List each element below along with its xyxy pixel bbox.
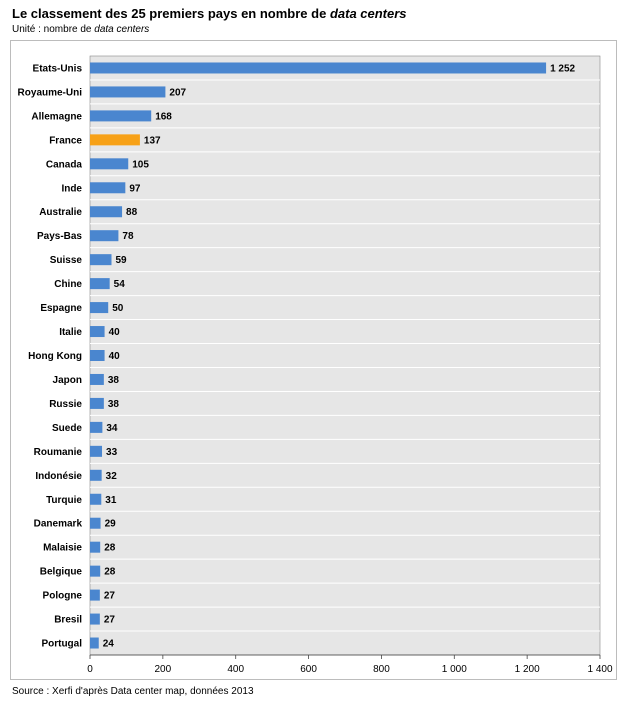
bar bbox=[90, 637, 99, 649]
bar bbox=[90, 373, 104, 385]
data-label: 88 bbox=[126, 207, 138, 218]
category-label: Suede bbox=[52, 423, 82, 434]
chart-subtitle: Unité : nombre de data centers bbox=[12, 24, 150, 35]
data-label: 168 bbox=[155, 111, 172, 122]
data-label: 59 bbox=[115, 255, 127, 266]
category-label: Russie bbox=[49, 399, 82, 410]
category-label: Japon bbox=[53, 375, 82, 386]
category-label: Portugal bbox=[41, 639, 82, 650]
category-label: Hong Kong bbox=[28, 351, 82, 362]
data-label: 38 bbox=[108, 399, 120, 410]
bar bbox=[90, 206, 123, 218]
x-tick-label: 1 000 bbox=[442, 664, 467, 675]
data-label: 32 bbox=[106, 471, 118, 482]
data-label: 137 bbox=[144, 135, 161, 146]
bar bbox=[90, 517, 101, 529]
category-label: Bresil bbox=[54, 615, 82, 626]
source-note: Source : Xerfi d'après Data center map, … bbox=[12, 686, 254, 697]
category-label: Canada bbox=[46, 159, 83, 170]
bar bbox=[90, 493, 102, 505]
bar bbox=[90, 158, 129, 170]
data-label: 27 bbox=[104, 591, 116, 602]
bar bbox=[90, 134, 140, 146]
plot-area bbox=[89, 55, 601, 656]
category-label: Espagne bbox=[40, 303, 82, 314]
bar bbox=[90, 110, 152, 122]
data-label: 38 bbox=[108, 375, 120, 386]
bar bbox=[90, 445, 103, 457]
category-label: Belgique bbox=[40, 567, 83, 578]
bar bbox=[90, 565, 101, 577]
data-label: 78 bbox=[122, 231, 134, 242]
category-label: Indonésie bbox=[35, 471, 82, 482]
x-tick-label: 1 200 bbox=[515, 664, 540, 675]
x-tick-label: 0 bbox=[87, 664, 93, 675]
data-label: 105 bbox=[132, 159, 149, 170]
data-label: 24 bbox=[103, 639, 115, 650]
category-label: Pologne bbox=[43, 591, 83, 602]
category-label: Italie bbox=[59, 327, 82, 338]
x-tick-label: 400 bbox=[227, 664, 244, 675]
bar bbox=[90, 589, 100, 601]
category-label: Roumanie bbox=[34, 447, 83, 458]
bar bbox=[90, 421, 103, 433]
category-label: Chine bbox=[54, 279, 82, 290]
x-tick-label: 200 bbox=[155, 664, 172, 675]
category-label: Pays-Bas bbox=[37, 231, 82, 242]
bar bbox=[90, 613, 100, 625]
data-label: 50 bbox=[112, 303, 124, 314]
bar bbox=[90, 278, 110, 290]
x-tick-label: 800 bbox=[373, 664, 390, 675]
bar bbox=[90, 230, 119, 242]
bar bbox=[90, 182, 126, 194]
x-tick-label: 1 400 bbox=[587, 664, 612, 675]
bar bbox=[90, 541, 101, 553]
bar bbox=[90, 350, 105, 361]
category-label: Etats-Unis bbox=[33, 63, 83, 74]
bar bbox=[90, 62, 547, 74]
data-label: 34 bbox=[106, 423, 118, 434]
category-label: Australie bbox=[39, 207, 82, 218]
data-label: 40 bbox=[109, 327, 121, 338]
chart-title: Le classement des 25 premiers pays en no… bbox=[12, 6, 407, 21]
bar bbox=[90, 469, 102, 481]
data-label: 27 bbox=[104, 615, 116, 626]
category-label: France bbox=[49, 135, 82, 146]
bar bbox=[90, 326, 105, 338]
category-label: Allemagne bbox=[31, 111, 82, 122]
category-label: Turquie bbox=[46, 495, 82, 506]
data-label: 28 bbox=[104, 567, 116, 578]
bar bbox=[90, 397, 104, 409]
data-label: 207 bbox=[169, 87, 186, 98]
data-label: 40 bbox=[109, 351, 121, 362]
category-label: Royaume-Uni bbox=[18, 87, 83, 98]
data-label: 97 bbox=[129, 183, 141, 194]
category-label: Malaisie bbox=[43, 543, 82, 554]
bar bbox=[90, 86, 166, 98]
data-label: 33 bbox=[106, 447, 118, 458]
data-label: 31 bbox=[105, 495, 117, 506]
data-label: 29 bbox=[105, 519, 117, 530]
data-label: 28 bbox=[104, 543, 116, 554]
bar bbox=[90, 254, 112, 266]
data-label: 54 bbox=[114, 279, 126, 290]
category-label: Suisse bbox=[50, 255, 83, 266]
x-tick-label: 600 bbox=[300, 664, 317, 675]
category-label: Inde bbox=[61, 183, 82, 194]
bar bbox=[90, 302, 109, 314]
category-label: Danemark bbox=[34, 519, 83, 530]
data-label: 1 252 bbox=[550, 63, 575, 74]
